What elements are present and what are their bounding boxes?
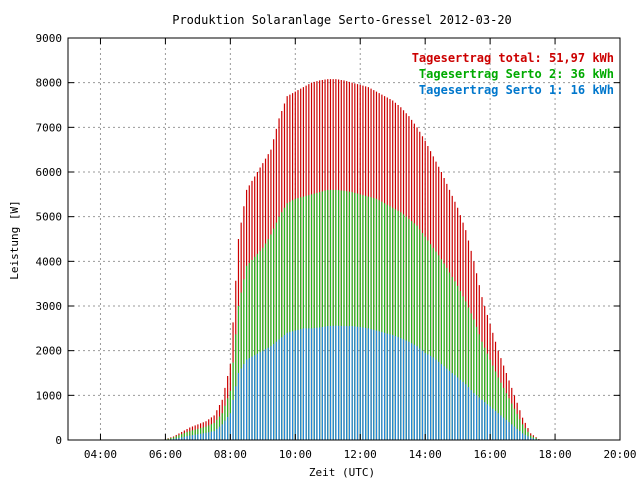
y-tick-label: 8000 — [36, 77, 63, 90]
bar-series — [164, 79, 540, 440]
y-tick-label: 9000 — [36, 32, 63, 45]
legend-entry: Tagesertrag total: 51,97 kWh — [412, 51, 614, 65]
y-tick-label: 5000 — [36, 211, 63, 224]
y-tick-label: 0 — [55, 434, 62, 447]
y-tick-label: 1000 — [36, 389, 63, 402]
legend: Tagesertrag total: 51,97 kWh Tagesertrag … — [412, 51, 614, 97]
plot-frame — [67, 37, 621, 441]
x-tick-label: 04:00 — [84, 448, 117, 461]
x-tick-label: 14:00 — [409, 448, 442, 461]
y-tick-label: 3000 — [36, 300, 63, 313]
legend-entry: Tagesertrag Serto 1: 16 kWh — [419, 83, 614, 97]
x-tick-label: 16:00 — [474, 448, 507, 461]
legend-entry: Tagesertrag Serto 2: 36 kWh — [419, 67, 614, 81]
x-tick-label: 08:00 — [214, 448, 247, 461]
x-axis-label: Zeit (UTC) — [309, 466, 375, 479]
x-tick-label: 06:00 — [149, 448, 182, 461]
x-tick-label: 12:00 — [344, 448, 377, 461]
x-tick-label: 10:00 — [279, 448, 312, 461]
y-axis-ticks: 0 1000 2000 3000 4000 5000 6000 7000 8000 9000 — [36, 32, 620, 447]
x-axis-ticks: 04:00 06:00 08:00 10:00 12:00 14:00 16:00 18:00… — [84, 38, 637, 461]
y-tick-label: 2000 — [36, 345, 63, 358]
x-tick-label: 20:00 — [603, 448, 636, 461]
chart-title: Produktion Solaranlage Serto-Gressel 201… — [172, 13, 512, 27]
x-tick-label: 18:00 — [538, 448, 571, 461]
y-axis-label: Leistung [W] — [8, 200, 21, 279]
y-tick-label: 4000 — [36, 255, 63, 268]
y-tick-label: 6000 — [36, 166, 63, 179]
y-tick-label: 7000 — [36, 121, 63, 134]
